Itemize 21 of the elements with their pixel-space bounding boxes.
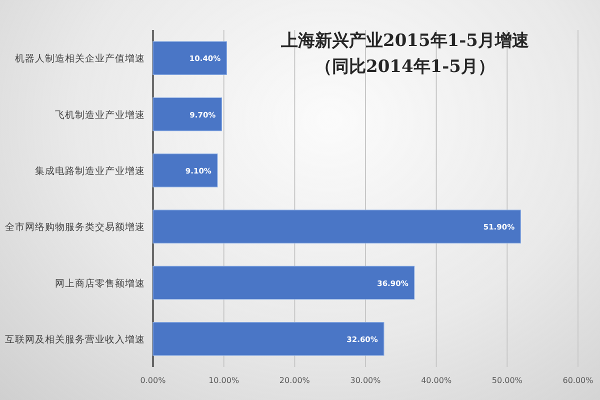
y-tick-label: 机器人制造相关企业产值增速 — [15, 52, 145, 65]
bar — [152, 97, 222, 132]
y-tick-label: 网上商店零售额增速 — [55, 277, 145, 290]
x-tick-label: 60.00% — [562, 376, 594, 385]
bar — [152, 322, 384, 356]
chart-title: 上海新兴产业2015年1-5月增速 — [280, 31, 530, 51]
bar — [152, 41, 227, 75]
x-tick-label: 40.00% — [421, 376, 452, 385]
y-tick-label: 互联网及相关服务营业收入增速 — [5, 333, 145, 346]
x-tick-label: 10.00% — [208, 376, 240, 385]
y-tick-label: 集成电路制造业产业增速 — [35, 164, 145, 177]
bar — [152, 266, 415, 300]
x-tick-label: 30.00% — [350, 376, 382, 385]
x-tick-label: 50.00% — [492, 376, 523, 385]
bar — [152, 154, 218, 188]
text: （同比2014年1-5月） — [314, 57, 496, 77]
bar — [152, 210, 521, 244]
x-tick-label: 20.00% — [279, 376, 310, 385]
y-tick-label: 飞机制造业产业增速 — [55, 108, 145, 121]
x-tick-label: 0.00% — [140, 376, 166, 385]
y-tick-label: 全市网络购物服务类交易额增速 — [5, 221, 145, 234]
